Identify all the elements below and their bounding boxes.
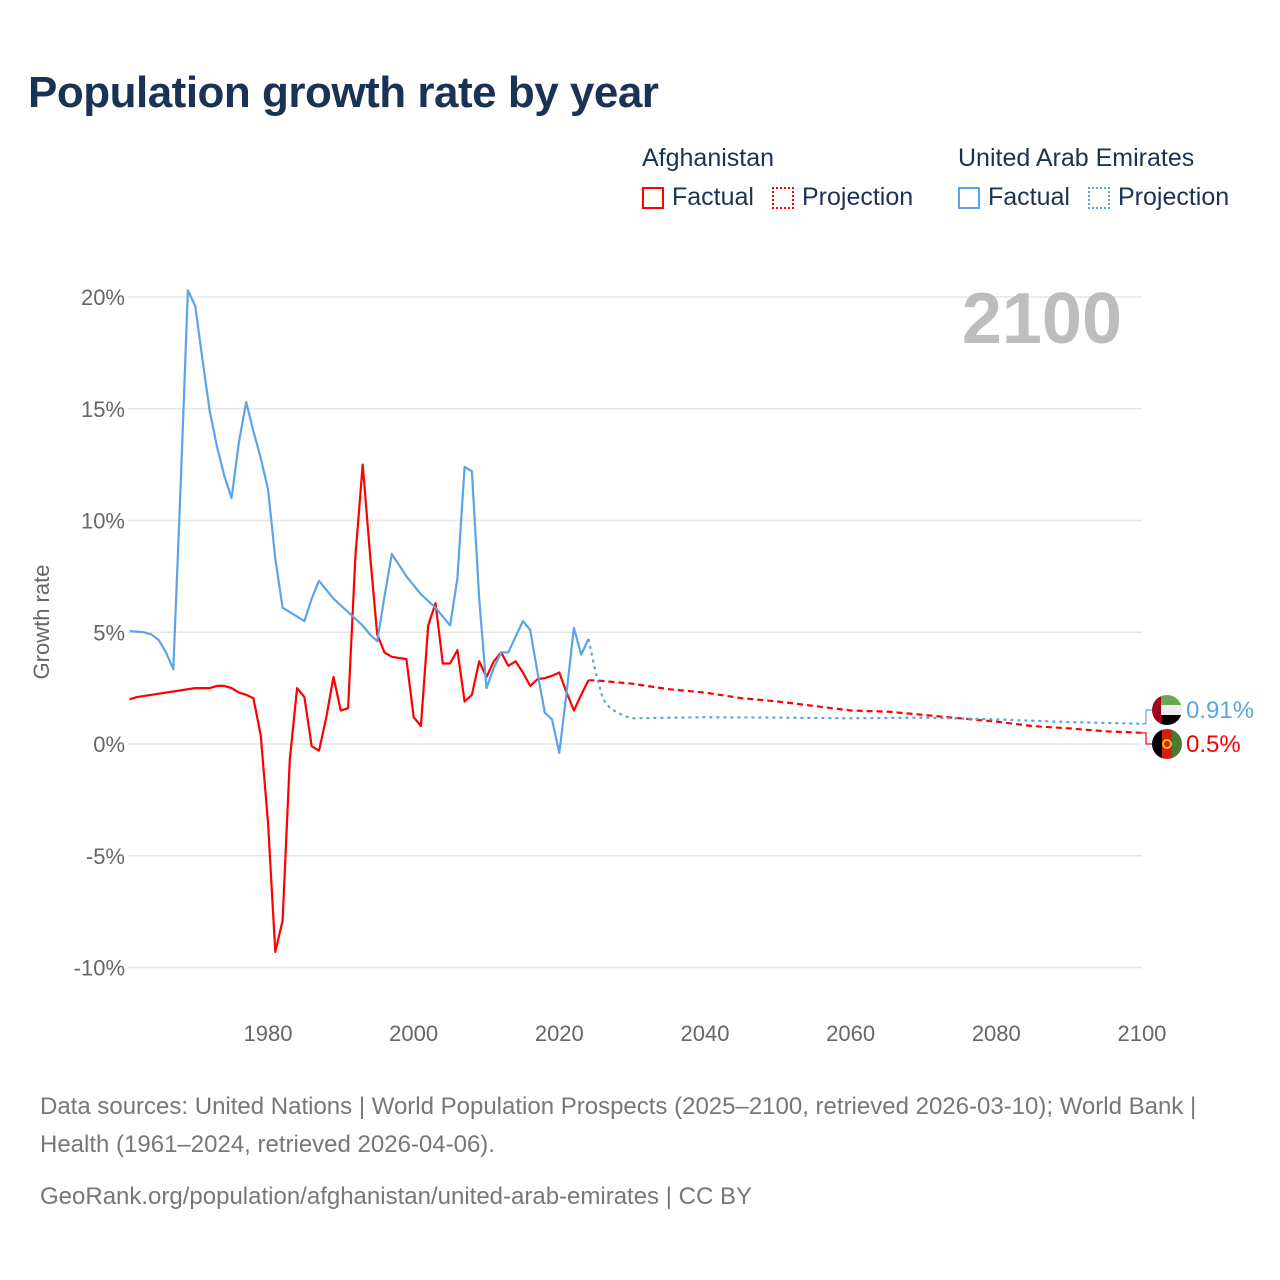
flag-stripe (1152, 705, 1182, 715)
y-tick-label: 10% (81, 509, 125, 534)
y-tick-label: 20% (81, 285, 125, 310)
flag-stripe (1162, 729, 1172, 759)
flag-stripe (1152, 695, 1161, 725)
uae-factual-line (129, 289, 590, 755)
y-tick-label: 0% (93, 732, 125, 757)
x-tick-label: 2000 (389, 1021, 438, 1046)
flag-stripe (1152, 715, 1182, 725)
factual-swatch-icon (958, 186, 980, 209)
afghanistan-label-connector (1142, 732, 1152, 745)
legend-uae-factual[interactable]: Factual (958, 183, 1070, 212)
uae-label-connector (1142, 709, 1152, 725)
flag-body (1152, 695, 1182, 725)
x-tick-label: 2040 (681, 1021, 730, 1046)
flag-stripe (1152, 729, 1162, 759)
legend-afghanistan-title: Afghanistan (642, 144, 775, 172)
projection-swatch-icon (771, 186, 794, 209)
x-tick-label: 1980 (244, 1021, 293, 1046)
x-tick-label: 2100 (1117, 1021, 1166, 1046)
y-tick-label: -5% (86, 844, 125, 869)
uae-flag-icon (1152, 695, 1182, 725)
legend-label: Projection (801, 183, 914, 211)
legend-afghanistan-projection[interactable]: Projection (771, 183, 914, 212)
y-tick-label: -10% (74, 956, 125, 981)
legend-uae-title: United Arab Emirates (958, 144, 1195, 172)
legend-label: Projection (1117, 183, 1230, 211)
flag-stripe (1152, 695, 1182, 705)
flag-stripe (1172, 729, 1182, 759)
legend-afghanistan-factual[interactable]: Factual (642, 183, 754, 212)
uae-end-value: 0.91% (1186, 697, 1254, 724)
x-tick-label: 2020 (535, 1021, 584, 1046)
legend-uae: United Arab Emirates Factual Projection (958, 144, 1247, 212)
factual-swatch-icon (642, 186, 664, 209)
data-sources: Data sources: United Nations | World Pop… (40, 1093, 1197, 1158)
source-url[interactable]: GeoRank.org/population/afghanistan/unite… (40, 1183, 752, 1210)
legend-uae-projection[interactable]: Projection (1087, 183, 1230, 212)
flag-body (1152, 729, 1182, 759)
uae-projection-line (587, 638, 1143, 725)
legend-label: Factual (672, 183, 754, 211)
afghanistan-flag-icon (1152, 729, 1182, 759)
afghanistan-end-value: 0.5% (1186, 731, 1241, 758)
x-tick-label: 2080 (972, 1021, 1021, 1046)
projection-swatch-icon (1087, 186, 1110, 209)
afghanistan-factual-line (129, 463, 590, 954)
legend-label: Factual (988, 183, 1070, 211)
current-year-label: 2100 (961, 279, 1122, 359)
flag-emblem (1162, 739, 1172, 749)
chart-title: Population growth rate by year (28, 68, 659, 117)
x-tick-label: 2060 (826, 1021, 875, 1046)
y-tick-label: 15% (81, 397, 125, 422)
footer: Data sources: United Nations | World Pop… (40, 1088, 1240, 1216)
afghanistan-projection-line (588, 679, 1143, 734)
y-tick-label: 5% (93, 620, 125, 645)
legend-afghanistan: Afghanistan Factual Projection (642, 144, 931, 212)
